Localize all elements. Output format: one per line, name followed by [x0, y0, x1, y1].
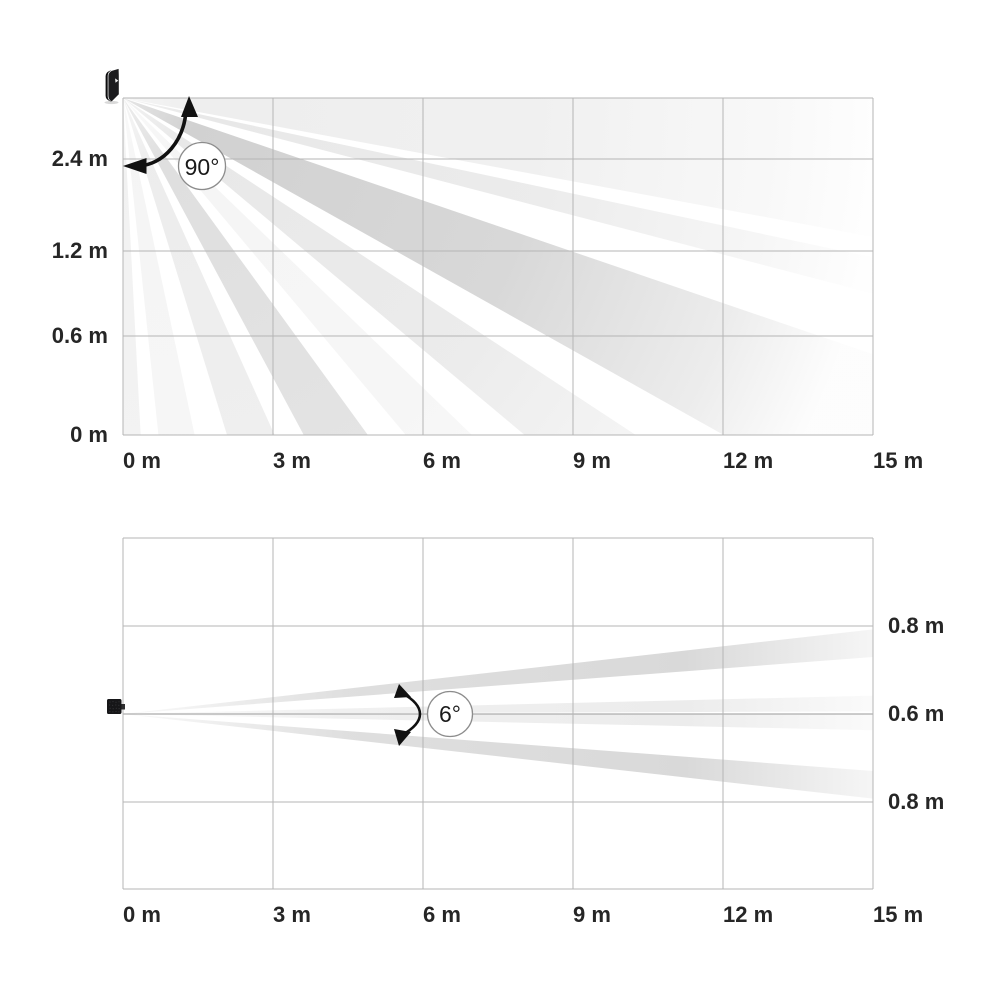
svg-text:90°: 90° [185, 154, 220, 180]
svg-text:0 m: 0 m [123, 902, 161, 927]
svg-text:9 m: 9 m [573, 448, 611, 473]
svg-text:9 m: 9 m [573, 902, 611, 927]
svg-text:1.2 m: 1.2 m [52, 238, 108, 263]
svg-text:6 m: 6 m [423, 902, 461, 927]
svg-text:6 m: 6 m [423, 448, 461, 473]
svg-text:6°: 6° [439, 701, 461, 727]
svg-text:12 m: 12 m [723, 448, 773, 473]
svg-text:0.6 m: 0.6 m [52, 323, 108, 348]
svg-text:0.6 m: 0.6 m [888, 701, 944, 726]
svg-text:12 m: 12 m [723, 902, 773, 927]
svg-text:0 m: 0 m [123, 448, 161, 473]
svg-text:3 m: 3 m [273, 448, 311, 473]
svg-text:0.8 m: 0.8 m [888, 789, 944, 814]
svg-text:3 m: 3 m [273, 902, 311, 927]
svg-text:2.4 m: 2.4 m [52, 146, 108, 171]
svg-text:0.8 m: 0.8 m [888, 613, 944, 638]
svg-text:15 m: 15 m [873, 902, 923, 927]
svg-text:15 m: 15 m [873, 448, 923, 473]
svg-text:0 m: 0 m [70, 422, 108, 447]
